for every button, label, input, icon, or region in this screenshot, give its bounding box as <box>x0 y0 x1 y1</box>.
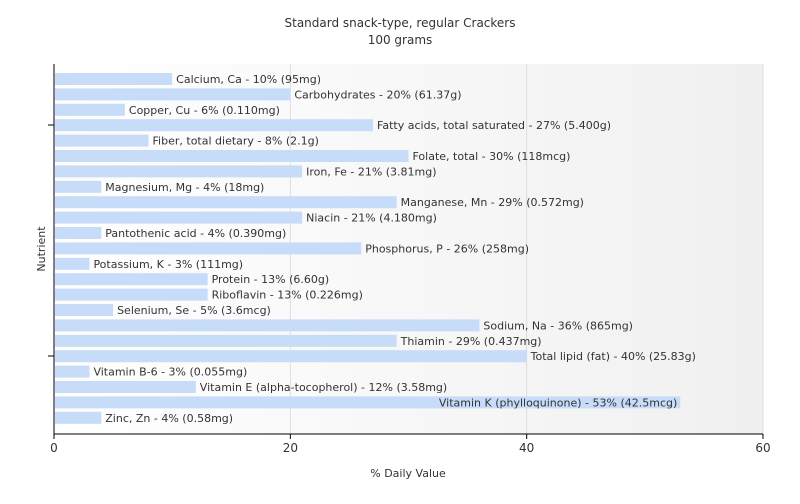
bar <box>55 273 208 286</box>
bar <box>55 319 480 332</box>
bar <box>55 134 149 147</box>
bar <box>55 196 397 209</box>
x-axis-title: % Daily Value <box>370 467 446 480</box>
bar <box>55 257 90 270</box>
bar <box>55 73 173 85</box>
bar <box>55 288 208 301</box>
bar-data-label: Total lipid (fat) - 40% (25.83g) <box>530 350 696 363</box>
bar <box>55 242 362 255</box>
bar-data-label: Carbohydrates - 20% (61.37g) <box>294 88 461 101</box>
bar <box>55 165 303 178</box>
bar <box>55 396 681 409</box>
chart-title: Standard snack-type, regular Crackers <box>285 16 516 30</box>
bar-data-label: Calcium, Ca - 10% (95mg) <box>176 73 321 86</box>
x-tick-label: 60 <box>755 441 770 455</box>
bar <box>55 180 102 193</box>
bar-data-label: Vitamin K (phylloquinone) - 53% (42.5mcg… <box>439 396 677 409</box>
bar-data-label: Zinc, Zn - 4% (0.58mg) <box>105 412 233 425</box>
bar <box>55 211 303 224</box>
bar <box>55 304 114 316</box>
bar <box>55 411 102 424</box>
y-axis-title: Nutrient <box>35 226 48 272</box>
bar-data-label: Pantothenic acid - 4% (0.390mg) <box>105 227 286 240</box>
axes: 0 20 40 60 <box>48 64 771 455</box>
bar-data-label: Vitamin E (alpha-tocopherol) - 12% (3.58… <box>200 381 447 394</box>
bar-data-label: Phosphorus, P - 26% (258mg) <box>365 242 529 255</box>
bar <box>55 365 90 378</box>
bar-data-label: Copper, Cu - 6% (0.110mg) <box>129 104 280 117</box>
bar-data-label: Vitamin B-6 - 3% (0.055mg) <box>93 366 247 379</box>
bar <box>55 119 374 132</box>
x-tick-label: 20 <box>283 441 298 455</box>
bar-data-label: Niacin - 21% (4.180mg) <box>306 212 437 225</box>
chart-subtitle: 100 grams <box>368 33 433 47</box>
bar <box>55 150 409 162</box>
bar <box>55 88 291 101</box>
bar-data-label: Folate, total - 30% (118mcg) <box>413 150 571 163</box>
bar-data-label: Manganese, Mn - 29% (0.572mg) <box>401 196 584 209</box>
bar <box>55 103 125 116</box>
bar <box>55 227 102 239</box>
bar <box>55 334 397 347</box>
bar-data-label: Selenium, Se - 5% (3.6mcg) <box>117 304 271 317</box>
bar-data-label: Protein - 13% (6.60g) <box>212 273 330 286</box>
bar-data-label: Iron, Fe - 21% (3.81mg) <box>306 165 436 178</box>
bars: Calcium, Ca - 10% (95mg) Carbohydrates - … <box>55 73 696 425</box>
bar-data-label: Thiamin - 29% (0.437mg) <box>400 335 542 348</box>
bar-data-label: Riboflavin - 13% (0.226mg) <box>212 289 363 302</box>
bar <box>55 350 527 363</box>
bar-data-label: Sodium, Na - 36% (865mg) <box>483 319 633 332</box>
bar <box>55 381 196 393</box>
bar-data-label: Fiber, total dietary - 8% (2.1g) <box>153 135 319 148</box>
x-tick-label: 40 <box>519 441 534 455</box>
x-tick-label: 0 <box>50 441 58 455</box>
bar-data-label: Fatty acids, total saturated - 27% (5.40… <box>377 119 611 132</box>
bar-data-label: Potassium, K - 3% (111mg) <box>93 258 243 271</box>
bar-data-label: Magnesium, Mg - 4% (18mg) <box>105 181 264 194</box>
